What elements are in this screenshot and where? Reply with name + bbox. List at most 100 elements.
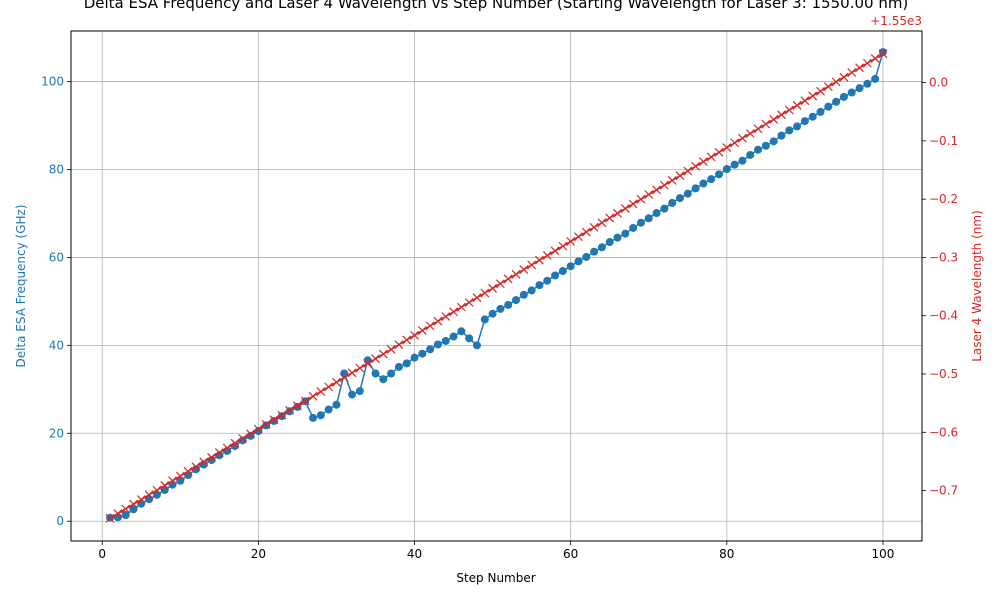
x-tick-label-4: 80	[719, 547, 734, 561]
series-laser4-point-71	[659, 180, 669, 190]
series-laser4-point-66	[620, 204, 630, 214]
series-laser4-point-39	[410, 330, 419, 340]
series-delta-esa-line	[109, 51, 884, 519]
series-delta-esa-point-38	[402, 359, 411, 368]
series-delta-esa-point-42	[433, 340, 442, 349]
series-laser4-point-95	[847, 68, 857, 77]
series-laser4-point-94	[839, 72, 849, 82]
y-axis-right: −0.7 −0.6 −0.5 −0.4 −0.3 −0.2 −0.1 0.0	[922, 76, 958, 498]
x-tick-label-0: 0	[98, 547, 106, 561]
series-laser4-point-85	[769, 114, 779, 124]
series-laser4-point-35	[378, 349, 388, 359]
series-delta-esa-point-64	[605, 238, 614, 247]
series-laser4-point-38	[402, 335, 412, 345]
x-tick-label-1: 20	[251, 547, 266, 561]
series-laser4-point-79	[722, 143, 732, 153]
series-delta-esa-point-68	[636, 218, 645, 227]
x-tick-label-2: 40	[407, 547, 422, 561]
series-delta-esa-point-63	[597, 243, 606, 252]
series-delta-esa-point-88	[793, 122, 802, 131]
series-laser4-point-37	[394, 340, 404, 350]
series-delta-esa-point-56	[543, 276, 552, 285]
series-laser4-point-5	[144, 490, 154, 500]
series-delta-esa-point-78	[715, 170, 724, 179]
series-delta-esa-point-84	[761, 141, 770, 150]
series-laser4-point-96	[855, 63, 864, 73]
series-laser4-point-15	[222, 443, 232, 453]
series-delta-esa-point-76	[699, 179, 708, 188]
series-laser4-point-27	[316, 387, 326, 397]
series-laser4-point-63	[597, 218, 607, 228]
series-delta-esa-point-40	[418, 349, 427, 358]
series-delta-esa-point-86	[777, 131, 786, 140]
series-delta-esa-point-60	[574, 257, 583, 266]
series-laser4-point-98	[870, 53, 880, 63]
y-right-tick-label-2: −0.5	[929, 367, 958, 381]
series-delta-esa-point-65	[613, 233, 622, 242]
series-laser4-point-82	[745, 129, 755, 138]
series-laser4-point-73	[675, 171, 685, 181]
series-laser4-point-55	[535, 255, 544, 265]
series-delta-esa-point-18	[246, 431, 255, 440]
series-laser4-point-69	[644, 190, 654, 199]
series-delta-esa-point-98	[871, 74, 880, 83]
y-axis-right-label: Laser 4 Wavelength (nm)	[970, 210, 984, 362]
series-laser4-point-19	[253, 424, 263, 434]
series-laser4-point-80	[730, 138, 740, 148]
series-delta-esa-point-19	[254, 427, 263, 436]
series-laser4-point-21	[269, 415, 279, 425]
series-delta-esa-point-85	[769, 137, 778, 146]
series-delta-esa-point-70	[652, 209, 661, 218]
series-laser4-point-93	[831, 77, 841, 87]
series-delta-esa-point-58	[558, 267, 567, 276]
grid-layer	[71, 31, 922, 541]
series-laser4-point-59	[566, 236, 576, 246]
series-laser4-point-60	[574, 232, 583, 242]
series-laser4-point-13	[207, 452, 216, 462]
series-delta-esa-point-46	[465, 334, 474, 343]
series-laser4-point-99	[878, 49, 888, 59]
y-left-tick-label-4: 80	[49, 162, 64, 176]
y-axis-left-label: Delta ESA Frequency (GHz)	[14, 204, 28, 367]
y-right-tick-label-3: −0.4	[929, 309, 958, 323]
series-delta-esa-point-54	[527, 286, 536, 295]
series-delta-esa-point-80	[730, 160, 739, 169]
series-laser4-point-81	[738, 133, 747, 143]
series-delta-esa	[106, 48, 887, 522]
series-delta-esa-point-57	[551, 271, 560, 280]
x-tick-label-3: 60	[563, 547, 578, 561]
series-laser4-point-88	[792, 100, 802, 110]
series-delta-esa-point-72	[668, 198, 677, 207]
series-laser4-point-92	[823, 82, 833, 92]
series-delta-esa-point-52	[512, 296, 521, 305]
series-laser4-point-78	[714, 147, 724, 157]
series-laser4-point-76	[698, 157, 708, 167]
series-delta-esa-point-77	[707, 175, 716, 184]
series-delta-esa-point-87	[785, 126, 794, 135]
series-delta-esa-point-43	[441, 336, 450, 345]
series-laser4-point-12	[199, 457, 209, 467]
series-delta-esa-point-41	[426, 345, 435, 354]
series-laser4-point-84	[761, 119, 771, 129]
series-delta-esa-point-89	[800, 117, 809, 126]
series-laser4-point-97	[862, 58, 872, 68]
series-laser4-point-83	[753, 124, 763, 134]
series-delta-esa-point-27	[316, 411, 325, 420]
series-laser4-point-56	[542, 251, 552, 260]
series-delta-esa-point-97	[863, 79, 872, 88]
series-laser4-point-1	[113, 509, 123, 519]
series-laser4-point-62	[589, 222, 599, 232]
series-laser4-point-58	[558, 241, 568, 251]
series-laser4-point-75	[691, 161, 701, 171]
y-right-tick-label-1: −0.6	[929, 425, 958, 439]
series-laser4-point-20	[261, 419, 271, 429]
series-laser4-point-30	[339, 373, 349, 382]
series-laser4-point-54	[527, 260, 537, 270]
y-left-tick-label-0: 0	[56, 514, 64, 528]
series-delta-esa-point-61	[582, 252, 591, 261]
series-laser4-point-49	[488, 283, 498, 293]
series-delta-esa-point-71	[660, 204, 669, 213]
series-laser4-point-45	[456, 302, 466, 312]
series-delta-esa-point-92	[824, 102, 833, 111]
series-laser4-point-72	[667, 175, 677, 185]
